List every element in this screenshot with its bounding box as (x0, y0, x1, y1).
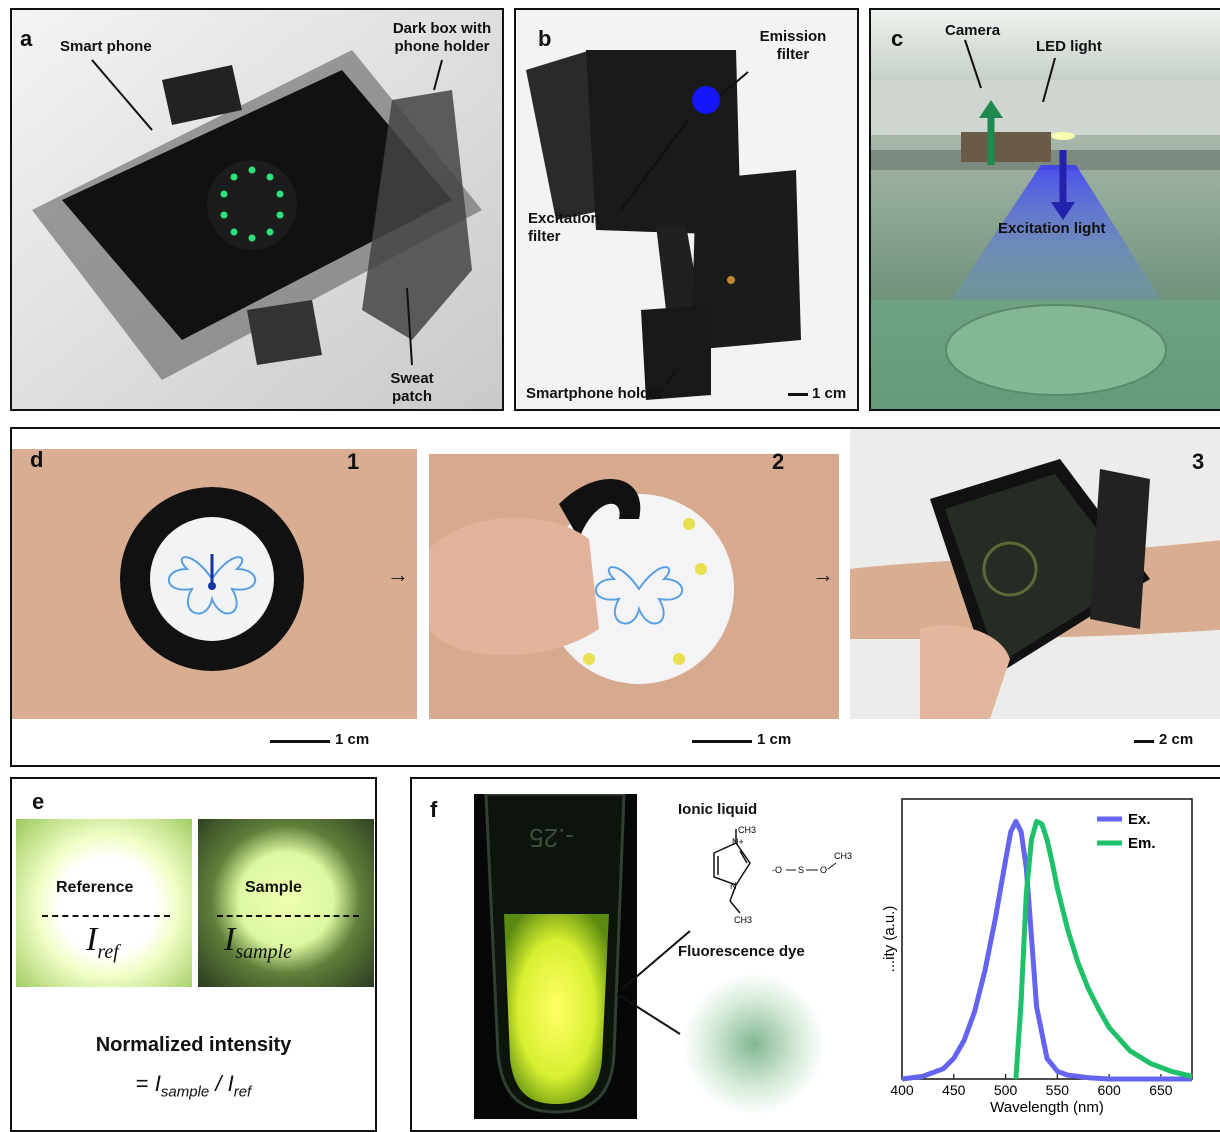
scale-label: 1 cm (812, 385, 847, 402)
x-tick-label: 600 (1097, 1082, 1121, 1098)
y-axis-label: ...ity (a.u.) (881, 906, 898, 973)
sample-image (198, 819, 374, 987)
x-tick-label: 650 (1149, 1082, 1173, 1098)
chem-ch3-bottom: CH3 (734, 915, 752, 925)
panel-letter: e (32, 789, 45, 814)
scale-label: 1 cm (335, 731, 370, 748)
panel-c-arrows (964, 39, 1056, 103)
scale-bar (788, 393, 808, 396)
patch-peeling-image (429, 429, 839, 719)
step-2-photo (429, 429, 839, 719)
reference-label: Reference (56, 879, 134, 896)
panel-a: a Smart phone Dark box with phone holder… (10, 8, 504, 411)
panel-b-photo (516, 10, 857, 409)
panel-c: c Camera LED light Excitation light (869, 8, 1220, 411)
step-3-photo (850, 429, 1220, 719)
step-arrow-2: → (812, 562, 834, 587)
panel-letter: a (20, 26, 33, 51)
scale-bar (692, 740, 752, 743)
smartphone-holder-label: Smartphone holder (526, 385, 664, 402)
fluorescence-dye-blob (684, 974, 824, 1114)
smart-phone-label: Smart phone (60, 38, 152, 55)
fluorescent-tube-image: -.25 (484, 794, 626, 1114)
panel-f-arrows (616, 930, 691, 1035)
scale-label: 1 cm (757, 731, 792, 748)
patch-intact-image (12, 429, 417, 719)
i-ref-symbol: Iref (86, 921, 119, 963)
emission-filter-label: Emission filter (759, 28, 827, 63)
step-arrow-1: → (387, 562, 409, 587)
x-tick-label: 500 (994, 1082, 1018, 1098)
x-tick-label: 550 (1046, 1082, 1070, 1098)
series-line-em (1013, 818, 1193, 1080)
step-number: 1 (347, 449, 360, 474)
reference-dashed-line (42, 915, 170, 917)
ionic-liquid-structure: CH3 N+ N CH3 -O S O CH3 (713, 825, 852, 925)
panel-a-illustration (12, 10, 502, 409)
scale-label: 2 cm (1159, 731, 1194, 748)
sweat-patch-label: Sweat patch (390, 370, 434, 405)
legend-label: Ex. (1128, 811, 1151, 828)
camera-label: Camera (945, 22, 1001, 39)
panel-letter: c (891, 26, 904, 51)
step-number: 3 (1192, 449, 1205, 474)
spectrum-chart: 400 450 500 550 600 650 Wavelength (nm) ...ity … (881, 798, 1193, 1116)
x-tick-label: 400 (890, 1082, 914, 1098)
chem-n-plus: N+ (732, 837, 744, 847)
chem-ch3-right: CH3 (834, 851, 852, 861)
normalized-intensity-title: Normalized intensity (95, 1034, 292, 1056)
excitation-filter-label: Excitation filter (528, 210, 600, 245)
chem-o-minus: -O (772, 865, 782, 875)
plot-frame (901, 798, 1193, 1080)
panel-c-illustration (871, 10, 1220, 409)
phone-reading-image (850, 429, 1220, 719)
chem-n: N (730, 881, 737, 891)
excitation-light-label: Excitation light (998, 220, 1106, 237)
i-sample-symbol: Isample (224, 921, 292, 963)
fluorescence-dye-label: Fluorescence dye (678, 943, 805, 960)
x-axis-label: Wavelength (nm) (990, 1099, 1104, 1116)
sample-label: Sample (245, 879, 302, 896)
chem-o: O (820, 865, 827, 875)
panel-e: e Reference Sample Iref Isample Normaliz… (10, 777, 377, 1132)
step-number: 2 (772, 449, 785, 474)
step-1-photo (12, 429, 417, 719)
reference-image (16, 819, 192, 987)
chem-ch3-top: CH3 (738, 825, 756, 835)
tube-photo: -.25 (474, 794, 637, 1119)
legend-label: Em. (1128, 835, 1156, 852)
ionic-liquid-label: Ionic liquid (678, 801, 758, 818)
panel-letter: d (30, 447, 44, 472)
panel-b-arrows (620, 71, 749, 386)
scale-bar (270, 740, 330, 743)
x-tick-label: 450 (942, 1082, 966, 1098)
panel-d: d 1 1 cm → 2 1 cm → 3 2 cm (10, 427, 1220, 767)
panel-b: b Emission filter Excitation filter Smar… (514, 8, 859, 411)
normalized-formula: = Isample / Iref (135, 1071, 252, 1101)
panel-letter: b (538, 26, 552, 51)
sample-dashed-line (217, 915, 359, 917)
dark-box-label: Dark box with phone holder (392, 20, 492, 55)
chem-s: S (798, 865, 804, 875)
panel-a-arrows (91, 59, 443, 366)
led-light-label: LED light (1036, 38, 1102, 55)
panel-letter: f (430, 797, 438, 822)
scale-bar (1134, 740, 1154, 743)
panel-f: f -.25 Ionic liquid Fluorescence dye CH3… (410, 777, 1220, 1132)
series-line-ex (901, 818, 1192, 1082)
tube-marking: -.25 (529, 823, 574, 853)
